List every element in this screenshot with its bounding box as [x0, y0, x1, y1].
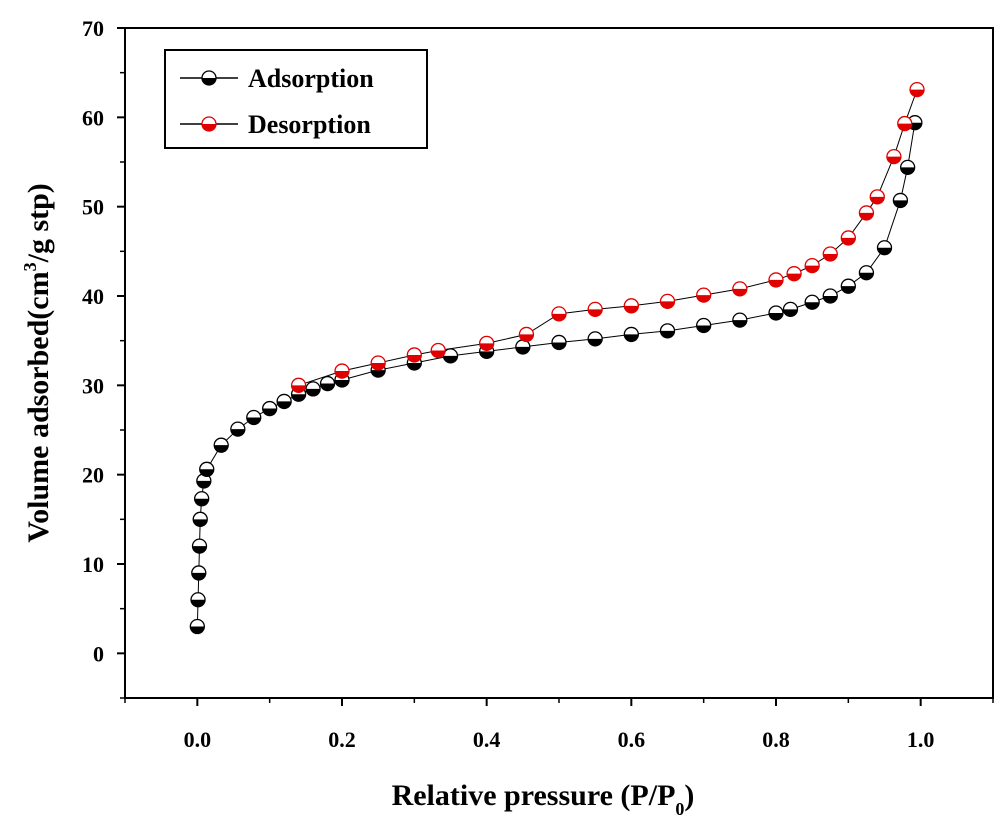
- y-tick-label: 50: [82, 195, 104, 220]
- y-axis-title: Volume adsorbed(cm3/g stp): [20, 183, 55, 543]
- y-tick-label: 0: [93, 641, 104, 666]
- desorption-point: [768, 272, 784, 288]
- series-markers: [189, 81, 925, 635]
- adsorption-point: [858, 265, 875, 281]
- adsorption-point: [230, 421, 246, 437]
- adsorption-point: [276, 393, 292, 410]
- desorption-point: [822, 246, 838, 262]
- desorption-point: [334, 363, 350, 379]
- adsorption-point: [696, 317, 712, 334]
- desorption-point: [518, 326, 535, 343]
- series-line-adsorption: [196, 122, 916, 627]
- x-tick-label: 0.4: [473, 727, 501, 752]
- legend-box: [164, 49, 428, 149]
- adsorption-point: [876, 240, 893, 256]
- adsorption-point: [587, 331, 603, 347]
- adsorption-point: [191, 565, 207, 581]
- y-axis-ticks: 0 10 20 30 40 50 60 70: [82, 16, 125, 699]
- series-lines: [196, 89, 918, 627]
- y-tick-label: 70: [82, 16, 104, 41]
- x-tick-label: 0.6: [618, 727, 646, 752]
- desorption-point: [587, 301, 603, 318]
- desorption-point: [869, 189, 885, 205]
- adsorption-point: [768, 305, 784, 321]
- desorption-point: [406, 347, 422, 363]
- desorption-point: [909, 81, 925, 98]
- desorption-point: [840, 230, 856, 246]
- adsorption-point: [899, 159, 916, 176]
- desorption-point: [479, 335, 495, 351]
- x-axis-ticks: 0.0 0.2 0.4 0.6 0.8 1.0: [124, 698, 994, 752]
- adsorption-point: [804, 294, 820, 310]
- adsorption-point: [515, 339, 531, 355]
- y-tick-label: 60: [82, 105, 104, 130]
- desorption-point: [732, 281, 748, 297]
- adsorption-point: [199, 461, 215, 477]
- adsorption-point: [246, 409, 262, 426]
- adsorption-point: [213, 437, 229, 453]
- adsorption-point: [782, 301, 799, 318]
- adsorption-point: [192, 511, 208, 527]
- adsorption-point: [262, 400, 278, 417]
- x-tick-label: 0.8: [762, 727, 790, 752]
- adsorption-point: [194, 491, 210, 507]
- legend-marker-desorption: [201, 116, 217, 132]
- desorption-point: [804, 257, 820, 274]
- adsorption-point: [623, 326, 639, 343]
- y-tick-label: 30: [82, 373, 104, 398]
- desorption-point: [623, 298, 639, 314]
- desorption-point: [551, 306, 567, 322]
- adsorption-point: [189, 618, 205, 635]
- x-tick-label: 0.2: [328, 727, 356, 752]
- desorption-point: [786, 266, 802, 282]
- adsorption-point: [191, 538, 208, 554]
- desorption-point: [696, 287, 712, 303]
- y-tick-label: 40: [82, 284, 104, 309]
- legend-label-adsorption: Adsorption: [248, 64, 374, 93]
- x-axis-title: Relative pressure (P/P0): [392, 779, 695, 819]
- adsorption-point: [840, 278, 856, 294]
- legend-marker-adsorption: [201, 70, 217, 86]
- desorption-point: [659, 293, 676, 310]
- x-tick-label: 0.0: [184, 727, 212, 752]
- desorption-point: [858, 205, 875, 221]
- legend: Adsorption Desorption: [164, 49, 428, 149]
- desorption-point: [290, 377, 307, 393]
- adsorption-point: [190, 592, 206, 608]
- adsorption-point: [551, 334, 567, 351]
- adsorption-point: [305, 381, 321, 397]
- adsorption-point: [822, 288, 838, 304]
- adsorption-point: [196, 473, 212, 489]
- x-tick-label: 1.0: [907, 727, 935, 752]
- adsorption-point: [319, 375, 336, 392]
- desorption-point: [430, 342, 446, 359]
- adsorption-point: [892, 192, 909, 209]
- legend-label-desorption: Desorption: [248, 110, 371, 139]
- desorption-point: [886, 148, 902, 165]
- y-tick-label: 10: [82, 552, 104, 577]
- adsorption-point: [659, 323, 676, 339]
- desorption-point: [897, 115, 913, 132]
- desorption-point: [370, 355, 386, 371]
- y-tick-label: 20: [82, 463, 104, 488]
- adsorption-point: [732, 312, 748, 328]
